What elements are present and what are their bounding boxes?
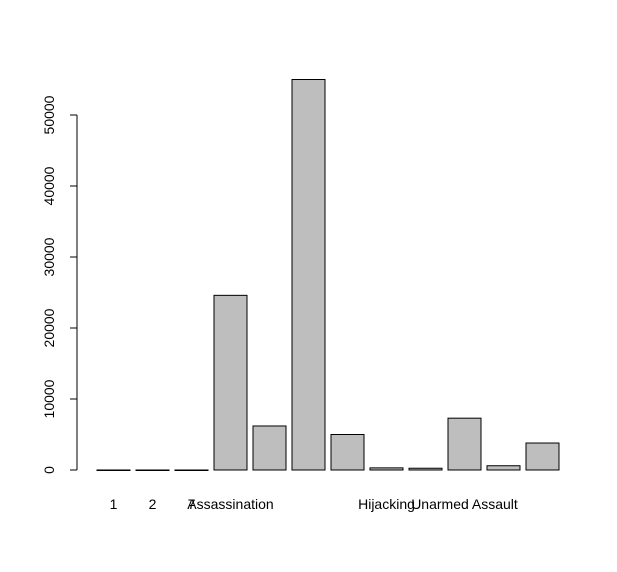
bar: [96, 469, 131, 471]
bar: [486, 465, 521, 471]
y-tick-label: 30000: [41, 237, 57, 276]
y-axis: 0 10000 20000 30000 40000 50000: [41, 95, 78, 474]
x-tick-label: Assassination: [187, 496, 273, 512]
y-tick-label: 20000: [41, 308, 57, 347]
bar: [408, 467, 443, 471]
bar: [174, 469, 209, 471]
bar: [369, 467, 404, 471]
bars: [96, 79, 560, 471]
x-tick-label: Unarmed Assault: [411, 496, 518, 512]
y-tick-label: 50000: [41, 95, 57, 134]
bar: [213, 294, 248, 471]
x-tick-label: 2: [149, 496, 157, 512]
y-tick-label: 40000: [41, 166, 57, 205]
bar: [447, 417, 482, 471]
x-tick-label: 7: [188, 496, 196, 512]
bar: [330, 434, 365, 471]
bar: [291, 79, 326, 471]
bar: [252, 425, 287, 471]
bar: [525, 442, 560, 471]
y-tick-label: 10000: [41, 379, 57, 418]
x-tick-label: Hijacking: [358, 496, 415, 512]
y-tick-label: 0: [41, 466, 57, 474]
x-tick-label: 1: [110, 496, 118, 512]
bar: [135, 469, 170, 471]
